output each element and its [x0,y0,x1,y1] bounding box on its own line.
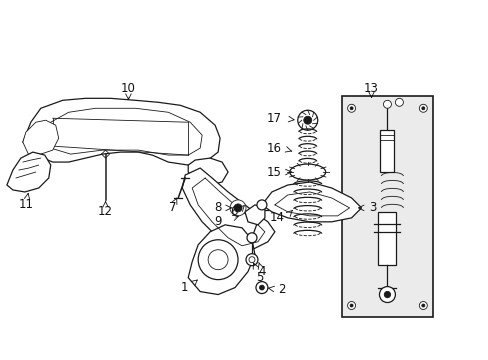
Ellipse shape [289,164,325,180]
Circle shape [347,302,355,310]
Text: 11: 11 [19,198,33,211]
Text: 12: 12 [98,205,113,219]
Circle shape [259,285,264,290]
Circle shape [421,107,424,110]
Circle shape [419,104,427,112]
Circle shape [303,116,311,124]
Text: 3: 3 [369,201,376,215]
Circle shape [297,110,317,130]
Polygon shape [23,120,59,155]
Circle shape [349,304,352,307]
Polygon shape [188,225,254,294]
Circle shape [255,282,267,293]
Text: 7: 7 [168,201,176,215]
Circle shape [248,257,254,263]
Text: 8: 8 [214,201,222,215]
Polygon shape [7,152,51,192]
Circle shape [256,200,266,210]
Polygon shape [23,98,220,165]
Circle shape [349,107,352,110]
Circle shape [234,204,242,212]
Text: 16: 16 [266,141,281,155]
Bar [341,96,432,318]
Circle shape [395,98,403,106]
Polygon shape [262,182,361,222]
Polygon shape [182,168,274,250]
Text: 17: 17 [266,112,281,125]
Polygon shape [188,158,227,185]
Text: 14: 14 [269,211,285,224]
Circle shape [384,291,390,298]
Circle shape [198,240,238,280]
Circle shape [229,200,245,216]
Circle shape [419,302,427,310]
Polygon shape [244,205,264,225]
Text: 9: 9 [214,215,222,228]
Circle shape [245,254,258,266]
Text: 4: 4 [258,265,265,278]
Bar [380,130,394,172]
Bar [378,212,396,265]
Text: 10: 10 [121,82,136,95]
Circle shape [379,287,395,302]
Text: 1: 1 [181,281,188,294]
Circle shape [208,250,227,270]
Text: 2: 2 [277,283,285,296]
Text: 15: 15 [266,166,281,179]
Text: 13: 13 [364,82,378,95]
Circle shape [246,233,256,243]
Text: 5: 5 [256,271,263,284]
Circle shape [421,304,424,307]
Circle shape [347,104,355,112]
Text: 6: 6 [230,205,238,219]
Circle shape [383,100,390,108]
